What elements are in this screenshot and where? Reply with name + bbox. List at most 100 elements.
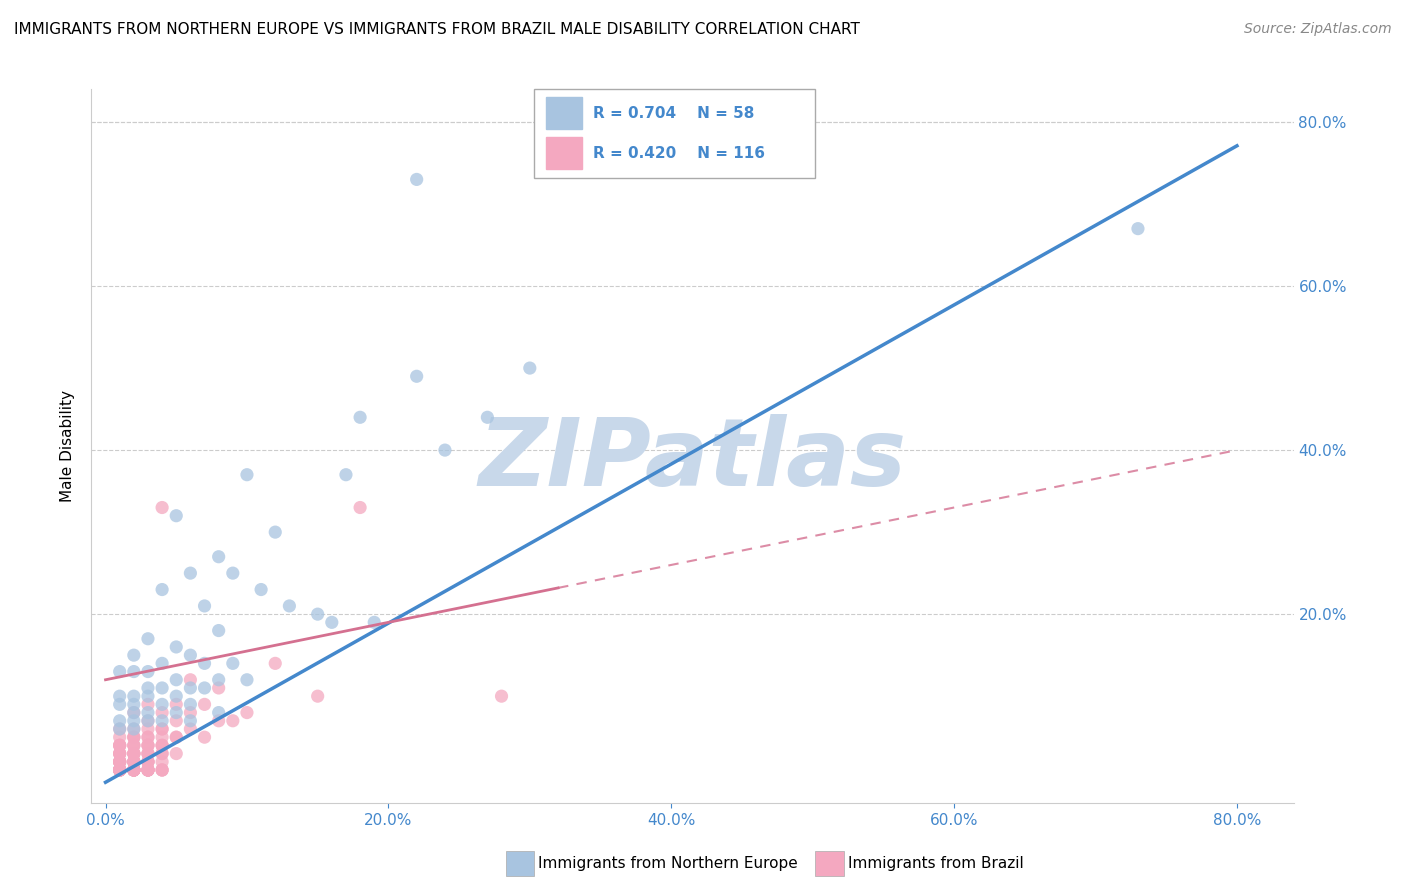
Y-axis label: Male Disability: Male Disability [60,390,76,502]
Point [122,755,145,769]
Point [122,665,145,679]
Point [136,763,159,777]
Point [519,361,541,376]
Point [193,698,215,712]
Point [208,681,231,695]
Point [136,755,159,769]
Point [108,689,131,703]
Point [136,763,159,777]
Point [108,747,131,761]
Point [236,467,259,482]
Point [108,747,131,761]
Point [136,706,159,720]
Point [108,763,131,777]
Point [122,763,145,777]
Point [122,755,145,769]
Point [477,410,499,425]
Point [165,714,187,728]
Point [108,739,131,753]
Point [136,755,159,769]
Point [264,525,287,540]
Point [122,730,145,744]
Point [122,747,145,761]
Point [208,549,231,564]
Text: R = 0.704    N = 58: R = 0.704 N = 58 [593,106,755,120]
Bar [546,97,582,129]
Point [136,722,159,736]
Point [122,747,145,761]
Point [136,714,159,728]
Point [108,763,131,777]
Point [122,763,145,777]
Point [122,763,145,777]
Point [122,763,145,777]
Point [405,172,427,186]
Point [122,739,145,753]
Point [122,739,145,753]
Point [122,755,145,769]
Point [208,706,231,720]
Point [150,500,173,515]
Point [108,739,131,753]
Point [108,755,131,769]
Point [150,722,173,736]
Point [150,739,173,753]
Point [108,747,131,761]
Point [108,755,131,769]
Point [108,722,131,736]
Point [136,755,159,769]
Point [136,763,159,777]
Point [222,566,245,581]
Point [150,706,173,720]
Point [222,657,245,671]
FancyBboxPatch shape [534,89,815,178]
Point [108,763,131,777]
Point [193,657,215,671]
Point [165,640,187,654]
Point [108,763,131,777]
Point [122,755,145,769]
Point [136,755,159,769]
Point [122,763,145,777]
Point [165,689,187,703]
Point [122,722,145,736]
Point [122,763,145,777]
Point [108,763,131,777]
Point [165,730,187,744]
Point [150,657,173,671]
Point [122,722,145,736]
Point [208,624,231,638]
Point [108,763,131,777]
Point [405,369,427,384]
Point [122,763,145,777]
Point [108,739,131,753]
Point [122,648,145,662]
Point [122,747,145,761]
Point [136,730,159,744]
Point [122,755,145,769]
Point [108,763,131,777]
Point [108,755,131,769]
Point [122,706,145,720]
Point [122,689,145,703]
Point [321,615,343,630]
Point [165,706,187,720]
Point [150,755,173,769]
Point [278,599,301,613]
Point [108,747,131,761]
Point [349,500,371,515]
Bar [546,137,582,169]
Point [122,755,145,769]
Point [108,730,131,744]
Point [122,763,145,777]
Point [307,689,329,703]
Point [136,747,159,761]
Point [108,763,131,777]
Point [122,698,145,712]
Point [136,763,159,777]
Point [108,763,131,777]
Point [236,706,259,720]
Point [136,632,159,646]
Point [108,763,131,777]
Text: R = 0.420    N = 116: R = 0.420 N = 116 [593,146,765,161]
